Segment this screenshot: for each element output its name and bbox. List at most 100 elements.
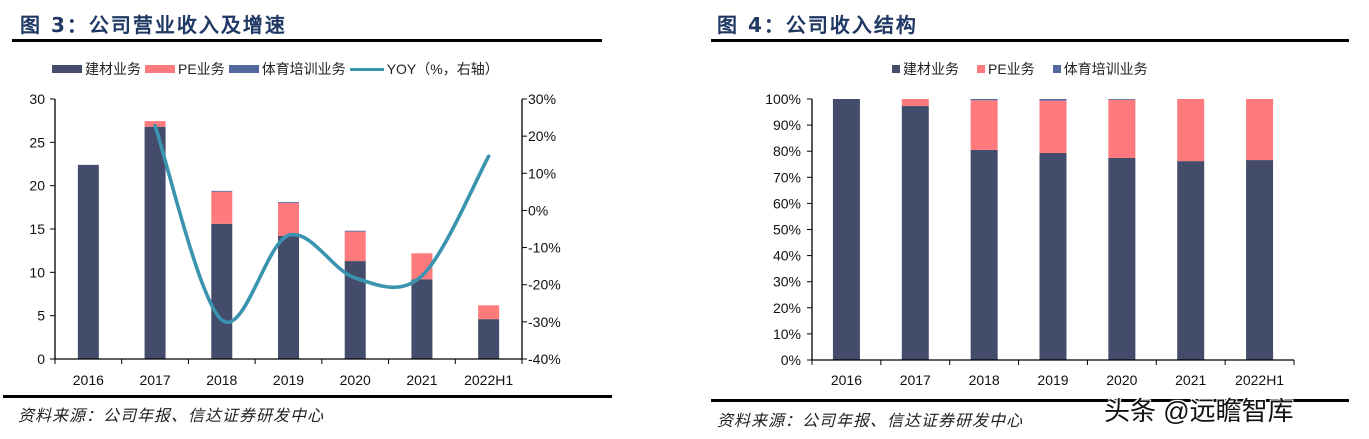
x-tick-label: 2018 [206, 372, 237, 388]
legend-swatch-yoy-line [349, 67, 384, 71]
bar-segment [278, 203, 299, 236]
bar-segment [211, 191, 233, 224]
figure-4-chart: 2016 2017 2018 2019 2020 2021 2022H1 0% 10% 20% 30… [765, 91, 1295, 388]
bar-segment [278, 235, 299, 359]
bar-segment [1246, 99, 1274, 161]
x-tick-label: 2017 [900, 372, 931, 388]
legend-label: 体育培训业务 [261, 61, 346, 77]
legend-item-sports-training: 体育培训业务 [228, 59, 346, 79]
y2-tick-label: 30% [528, 91, 556, 107]
x-tick-label: 2018 [969, 372, 1000, 388]
bar-segment [970, 100, 998, 150]
watermark: 头条 @远瞻智库 [1104, 396, 1294, 426]
y2-tick-label: -10% [528, 240, 561, 256]
bar-segment [1108, 99, 1136, 158]
x-tick-label: 2022H1 [464, 372, 513, 388]
y-tick-label: 70% [773, 169, 801, 185]
y-tick-label: 50% [773, 222, 801, 238]
y-tick-label: 100% [765, 91, 801, 107]
x-tick-label: 2021 [1175, 372, 1206, 388]
y2-tick-label: 0% [528, 202, 548, 218]
bar-segment [1039, 100, 1067, 154]
bar-segment [478, 319, 500, 359]
bar-segment [344, 231, 366, 262]
bar-segment [901, 99, 929, 107]
bar-segment [901, 106, 929, 360]
y-tick-label: 20% [773, 300, 801, 316]
legend-item-building-materials: 建材业务 [52, 59, 141, 79]
y-tick-label: 60% [773, 195, 801, 211]
figure-4-title: 图 4：公司收入结构 [717, 13, 918, 37]
figure-4-bottom-rule [711, 399, 1349, 402]
x-tick-label: 2020 [340, 372, 371, 388]
legend-swatch-building-materials [52, 65, 82, 73]
y-tick-label: 30 [29, 91, 45, 107]
bar-segment [1108, 99, 1136, 100]
bar-segment [1177, 161, 1205, 360]
bar-segment [411, 279, 433, 359]
y2-tick-label: -30% [528, 314, 561, 330]
legend-label: YOY（%，右轴） [386, 61, 499, 77]
bar-segment [1108, 157, 1136, 360]
legend-swatch-sports-training [228, 65, 259, 73]
y-tick-label: 30% [773, 274, 801, 290]
y-tick-label: 15 [29, 221, 45, 237]
bar-segment [144, 126, 166, 359]
x-tick-label: 2019 [273, 372, 304, 388]
figure-3-title-rule [12, 39, 602, 42]
x-tick-label: 2016 [831, 372, 862, 388]
legend-item-yoy: YOY（%，右轴） [349, 59, 499, 79]
y2-tick-label: -40% [528, 351, 561, 367]
figure-4-title-rule [711, 39, 1349, 42]
y-tick-label: 10% [773, 326, 801, 342]
legend-label: PE业务 [988, 61, 1035, 77]
bar-segment [211, 223, 233, 359]
y-tick-label: 90% [773, 117, 801, 133]
legend-swatch-pe [145, 65, 175, 73]
legend-swatch-sports-training [1052, 65, 1061, 73]
yoy-line [153, 123, 491, 325]
figure-3-title: 图 3：公司营业收入及增速 [20, 13, 287, 37]
legend-item-sports-training: 体育培训业务 [1052, 59, 1148, 79]
y-tick-label: 40% [773, 248, 801, 264]
bar-segment [344, 230, 366, 232]
figure-4-source-note: 资料来源：公司年报、信达证券研发中心 [717, 413, 1024, 430]
x-tick-label: 2019 [1037, 372, 1068, 388]
y-tick-label: 25 [29, 134, 45, 150]
legend-label: 体育培训业务 [1063, 61, 1148, 77]
y2-tick-label: 10% [528, 165, 556, 181]
bar-segment [344, 261, 366, 359]
bar-segment [144, 121, 166, 127]
figure-3-source-note: 资料来源：公司年报、信达证券研发中心 [18, 408, 325, 425]
bar-segment [211, 190, 233, 192]
y2-tick-label: 20% [528, 128, 556, 144]
figure-4-legend: 建材业务 PE业务 体育培训业务 [892, 59, 1166, 79]
bar-segment [77, 164, 99, 359]
x-tick-label: 2017 [139, 372, 170, 388]
y-tick-label: 20 [29, 178, 45, 194]
legend-item-pe: PE业务 [145, 59, 225, 79]
y-tick-label: 0% [781, 352, 801, 368]
legend-label: PE业务 [178, 61, 225, 77]
figure-3-legend: 建材业务 PE业务 体育培训业务 YOY（%，右轴） [52, 59, 503, 79]
y-tick-label: 5 [37, 308, 45, 324]
bar-segment [970, 99, 998, 101]
x-tick-label: 2016 [73, 372, 104, 388]
bar-segment [1177, 99, 1205, 162]
legend-swatch-pe [977, 65, 985, 73]
y2-tick-label: -20% [528, 277, 561, 293]
figure-3-bottom-rule [3, 395, 612, 398]
legend-swatch-building-materials [892, 65, 900, 73]
x-tick-label: 2020 [1106, 372, 1137, 388]
legend-label: 建材业务 [85, 61, 141, 77]
bar-segment [832, 99, 860, 360]
bar-segment [478, 305, 500, 320]
y-tick-label: 0 [37, 351, 45, 367]
bar-segment [1246, 160, 1274, 360]
bar-segment [278, 202, 299, 203]
y-tick-label: 10 [29, 264, 45, 280]
y-tick-label: 80% [773, 143, 801, 159]
figure-3-chart: 2016 2017 2018 2019 2020 2021 2022H1 0 5 10 15 20 25… [29, 91, 560, 388]
x-tick-label: 2021 [406, 372, 437, 388]
